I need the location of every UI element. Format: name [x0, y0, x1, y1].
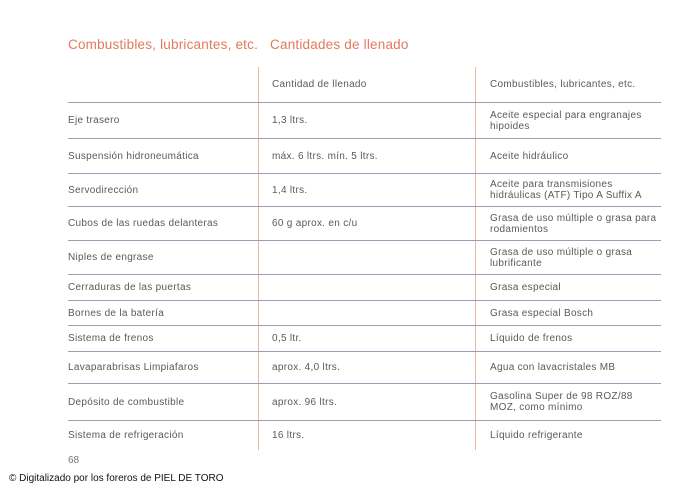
quantity-cell: 16 ltrs.: [258, 420, 476, 450]
quantity-cell: 60 g aprox. en c/u: [258, 206, 476, 241]
quantity-cell: [258, 274, 476, 301]
item-cell: Depósito de combustible: [68, 383, 259, 421]
item-cell: Sistema de refrigeración: [68, 430, 184, 441]
item-cell: Sistema de frenos: [68, 325, 259, 352]
quantity-cell: máx. 6 ltrs. mín. 5 ltrs.: [258, 138, 476, 174]
item-cell: Suspensión hidroneumática: [68, 138, 259, 174]
header-cell: Combustibles, lubricantes, etc.: [475, 67, 661, 103]
title-part-2: Cantidades de llenado: [270, 37, 409, 52]
table-row: Depósito de combustible aprox. 96 ltrs. Ga…: [68, 383, 661, 421]
table-row: Sistema de frenos 0,5 ltr. Líquido de fren…: [68, 325, 661, 352]
page-number: 68: [68, 455, 80, 466]
item-cell: Niples de engrase: [68, 240, 259, 275]
product-cell: Líquido de frenos: [475, 325, 661, 352]
table-row: Bornes de la batería Grasa especial Bosch: [68, 300, 661, 326]
product-cell: Líquido refrigerante: [475, 420, 661, 450]
quantity-cell: [258, 300, 476, 326]
product-cell: Grasa de uso múltiple o grasa lubrifican…: [475, 240, 661, 275]
table-row: Cerraduras de las puertas Grasa especial: [68, 274, 661, 301]
table-row: Eje trasero 1,3 ltrs. Aceite especial para…: [68, 102, 661, 139]
product-cell: Grasa especial: [475, 274, 661, 301]
quantity-cell: aprox. 96 ltrs.: [258, 383, 476, 421]
product-cell: Gasolina Super de 98 ROZ/88 MOZ, como mí…: [475, 383, 661, 421]
quantity-cell: [258, 240, 476, 275]
item-cell: Eje trasero: [68, 102, 259, 139]
quantity-cell: 0,5 ltr.: [258, 325, 476, 352]
product-cell: Agua con lavacristales MB: [475, 351, 661, 384]
scan-credit: © Digitalizado por los foreros de PIEL D…: [9, 473, 224, 484]
table-row: Niples de engrase Grasa de uso múltiple o…: [68, 240, 661, 275]
item-cell: Cerraduras de las puertas: [68, 274, 259, 301]
product-cell: Grasa de uso múltiple o grasa para rodam…: [475, 206, 661, 241]
item-cell: Servodirección: [68, 173, 259, 207]
table-header-row: Cantidad de llenado Combustibles, lubric…: [68, 67, 661, 103]
item-cell: Lavaparabrisas Limpiafaros: [68, 351, 259, 384]
table-row: Cubos de las ruedas delanteras 60 g aprox…: [68, 206, 661, 241]
page-title: Combustibles, lubricantes, etc. Cantidade…: [68, 37, 409, 52]
quantity-cell: 1,3 ltrs.: [258, 102, 476, 139]
table-row: Lavaparabrisas Limpiafaros aprox. 4,0 ltr…: [68, 351, 661, 384]
product-cell: Grasa especial Bosch: [475, 300, 661, 326]
product-cell: Aceite para transmisiones hidráulicas (A…: [475, 173, 661, 207]
table-row: Sistema de refrigeración 16 ltrs. Líquido …: [68, 420, 661, 450]
item-cell: Cubos de las ruedas delanteras: [68, 206, 259, 241]
title-part-1: Combustibles, lubricantes, etc.: [68, 37, 259, 52]
fill-quantities-table: Cantidad de llenado Combustibles, lubric…: [68, 67, 661, 450]
header-cell: [68, 67, 259, 103]
product-cell: Aceite especial para engranajes hipoides: [475, 102, 661, 139]
item-cell: Bornes de la batería: [68, 300, 259, 326]
header-cell: Cantidad de llenado: [258, 67, 476, 103]
product-cell: Aceite hidráulico: [475, 138, 661, 174]
quantity-cell: aprox. 4,0 ltrs.: [258, 351, 476, 384]
table-row: Servodirección 1,4 ltrs. Aceite para trans…: [68, 173, 661, 207]
table-row: Suspensión hidroneumática máx. 6 ltrs. mí…: [68, 138, 661, 174]
quantity-cell: 1,4 ltrs.: [258, 173, 476, 207]
